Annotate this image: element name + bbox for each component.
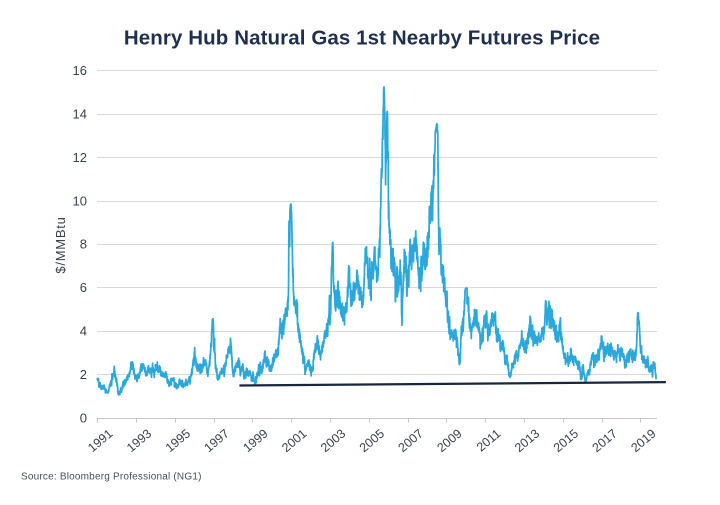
svg-text:14: 14 <box>73 106 87 121</box>
svg-text:10: 10 <box>73 193 87 208</box>
svg-text:6: 6 <box>80 280 87 295</box>
svg-text:Henry Hub Natural Gas 1st Near: Henry Hub Natural Gas 1st Nearby Futures… <box>124 27 600 50</box>
svg-text:12: 12 <box>73 150 87 165</box>
svg-text:$/MMBtu: $/MMBtu <box>53 216 68 273</box>
svg-text:0: 0 <box>80 411 87 426</box>
svg-text:2: 2 <box>80 367 87 382</box>
svg-text:Source: Bloomberg Professional: Source: Bloomberg Professional (NG1) <box>21 472 202 483</box>
svg-text:4: 4 <box>80 324 87 339</box>
svg-text:16: 16 <box>73 63 87 78</box>
svg-text:8: 8 <box>80 237 87 252</box>
